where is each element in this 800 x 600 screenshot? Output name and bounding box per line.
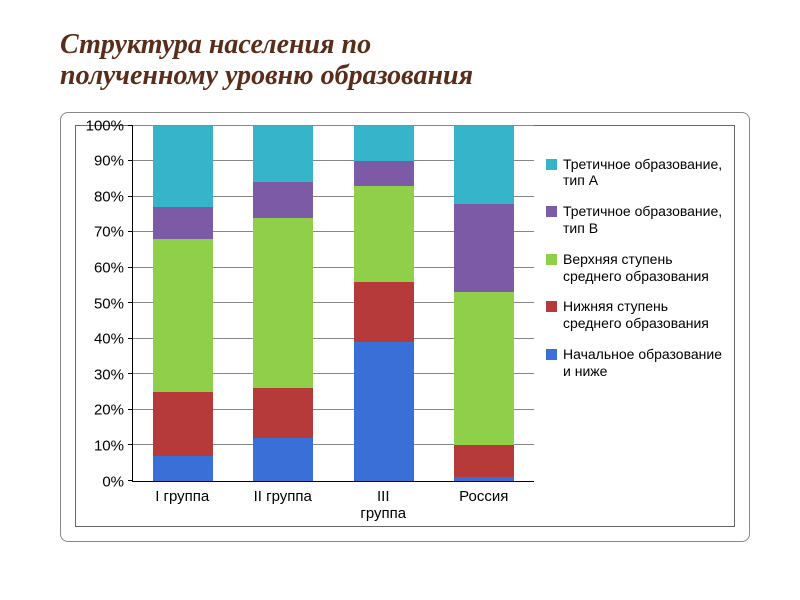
y-tick-label: 0%	[102, 473, 124, 490]
bar-segment	[253, 388, 313, 438]
x-tick-label: I группа	[152, 488, 212, 522]
chart-frame-inner: 0%10%20%30%40%50%60%70%80%90%100% Третич…	[75, 125, 735, 527]
bar-segment	[253, 182, 313, 218]
x-tick-label: II группа	[253, 488, 313, 522]
slide: Структура населения по полученному уровн…	[0, 0, 800, 600]
x-tick-label: Россия	[454, 488, 514, 522]
plot-area	[132, 126, 534, 482]
bar-segment	[354, 126, 414, 162]
legend: Третичное образование, тип A Третичное об…	[534, 126, 734, 482]
y-tick-label: 30%	[94, 366, 124, 383]
legend-swatch	[546, 349, 557, 360]
x-tick-label: III группа	[353, 488, 413, 522]
bar-segment	[153, 126, 213, 208]
bar-segment	[354, 282, 414, 342]
legend-label: Третичное образование, тип A	[563, 156, 726, 190]
legend-label: Начальное образование и ниже	[563, 346, 726, 380]
bar-segment	[354, 342, 414, 480]
bar-segment	[253, 438, 313, 481]
chart-frame-outer: 0% 10% 20% 30% 40% 50% 60% 70% 80% 90% 100% Третич…	[60, 112, 750, 542]
x-axis-legend-pad	[534, 482, 734, 526]
y-tick-label: 10%	[94, 438, 124, 455]
legend-swatch	[546, 254, 557, 265]
y-tick-label: 80%	[94, 188, 124, 205]
x-axis: I группа II группа III группа Россия	[76, 482, 734, 526]
legend-label: Верхняя ступень среднего образования	[563, 251, 726, 285]
bar-segment	[354, 161, 414, 186]
y-tick-label: 100%	[86, 117, 124, 134]
legend-swatch	[546, 301, 557, 312]
chart-body: 0%10%20%30%40%50%60%70%80%90%100% Третич…	[76, 126, 734, 482]
bar-segment	[354, 186, 414, 282]
legend-label: Третичное образование, тип B	[563, 203, 726, 237]
y-axis: 0%10%20%30%40%50%60%70%80%90%100%	[76, 126, 132, 482]
legend-item: Третичное образование, тип A	[546, 156, 726, 190]
y-tick-label: 70%	[94, 224, 124, 241]
bar	[253, 126, 313, 481]
legend-swatch	[546, 206, 557, 217]
bar-segment	[253, 126, 313, 183]
bar	[153, 126, 213, 481]
legend-item: Нижняя ступень среднего образования	[546, 298, 726, 332]
y-tick-label: 90%	[94, 153, 124, 170]
page-title: Структура населения по полученному уровн…	[60, 30, 760, 92]
bar-segment	[153, 207, 213, 239]
bar	[354, 126, 414, 481]
legend-item: Верхняя ступень среднего образования	[546, 251, 726, 285]
bar-segment	[454, 204, 514, 293]
bar-segment	[153, 239, 213, 392]
legend-label: Нижняя ступень среднего образования	[563, 298, 726, 332]
legend-swatch	[546, 159, 557, 170]
bar-segment	[253, 218, 313, 388]
bar-segment	[454, 477, 514, 481]
bar-segment	[153, 392, 213, 456]
y-tick-label: 40%	[94, 331, 124, 348]
title-line-2: полученному уровню образования	[60, 60, 473, 91]
y-tick-label: 20%	[94, 402, 124, 419]
bar-segment	[153, 456, 213, 481]
bar	[454, 126, 514, 481]
bar-segment	[454, 126, 514, 204]
legend-item: Третичное образование, тип B	[546, 203, 726, 237]
legend-item: Начальное образование и ниже	[546, 346, 726, 380]
y-tick-label: 60%	[94, 260, 124, 277]
y-tick-label: 50%	[94, 295, 124, 312]
title-line-1: Структура населения по	[60, 29, 371, 60]
bar-segment	[454, 445, 514, 477]
bar-segment	[454, 292, 514, 445]
x-axis-labels: I группа II группа III группа Россия	[132, 482, 534, 526]
bars-container	[133, 126, 534, 481]
